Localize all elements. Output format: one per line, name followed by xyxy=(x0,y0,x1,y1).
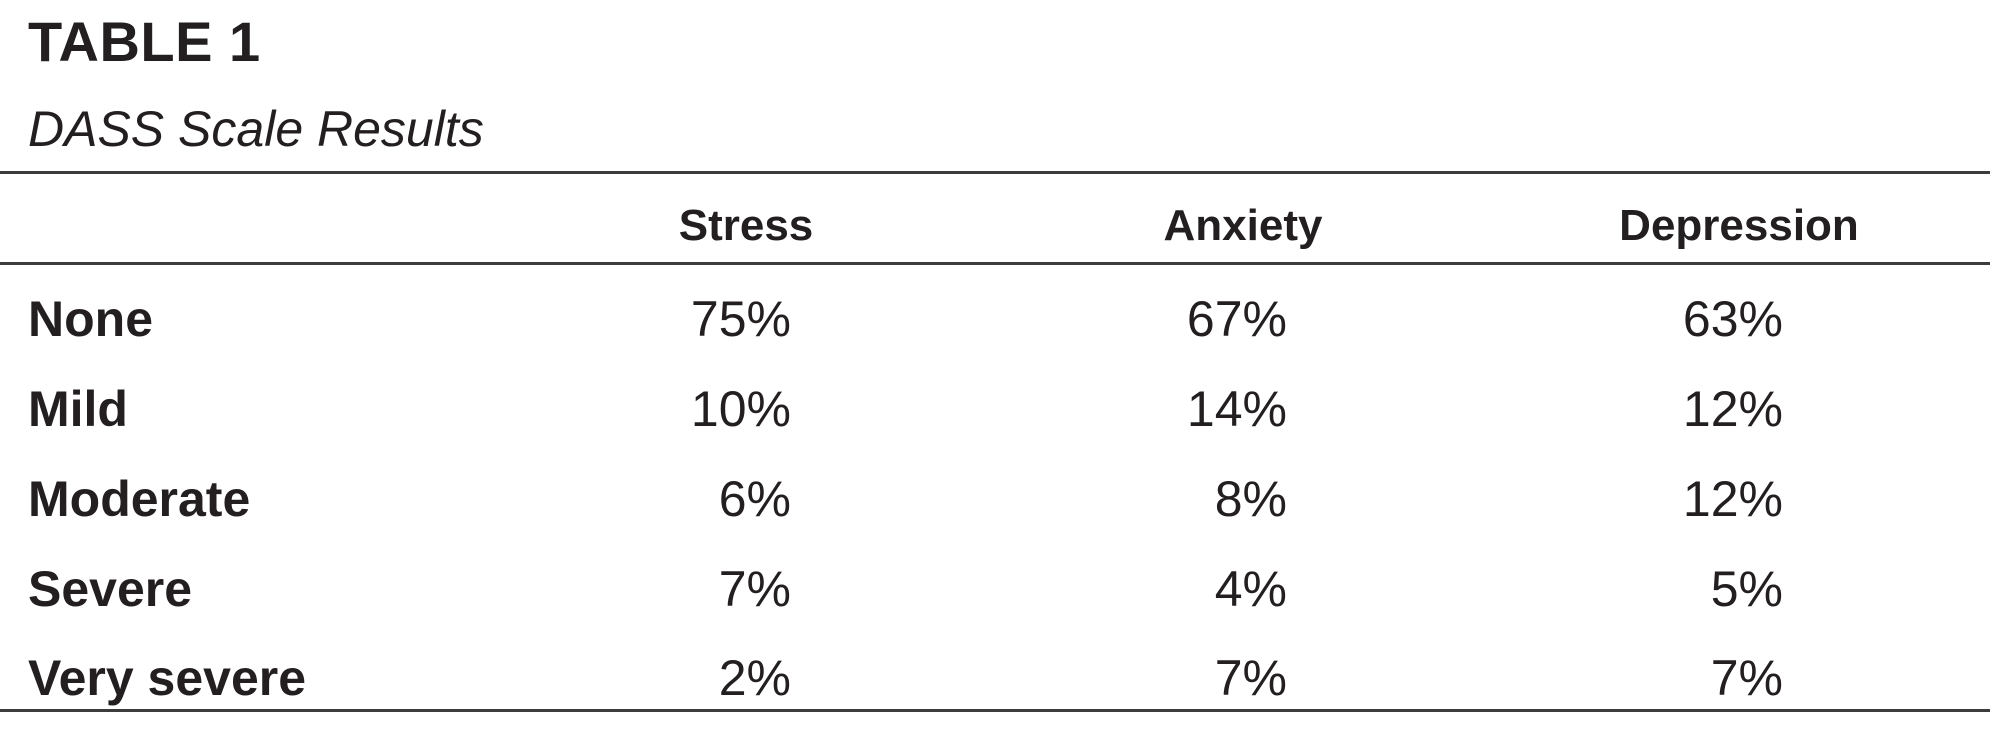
column-header-depression: Depression xyxy=(1619,201,1859,250)
table-number: TABLE 1 xyxy=(28,10,261,73)
header-rule xyxy=(0,262,1990,265)
cell-stress: 6% xyxy=(718,471,791,527)
cell-depression: 12% xyxy=(1682,381,1783,437)
cell-anxiety: 14% xyxy=(1186,381,1287,437)
column-header-stress: Stress xyxy=(678,201,814,250)
row-label: Moderate xyxy=(28,471,251,527)
cell-anxiety: 67% xyxy=(1186,291,1287,347)
row-label: Mild xyxy=(28,381,128,437)
cell-anxiety: 8% xyxy=(1214,471,1287,527)
cell-stress: 7% xyxy=(718,561,791,617)
top-rule xyxy=(0,171,1990,174)
row-label: Severe xyxy=(28,561,193,617)
cell-anxiety: 4% xyxy=(1214,561,1287,617)
cell-depression: 7% xyxy=(1710,650,1783,706)
cell-depression: 5% xyxy=(1710,561,1783,617)
cell-stress: 2% xyxy=(718,650,791,706)
cell-stress: 75% xyxy=(690,291,791,347)
row-label: None xyxy=(28,291,153,347)
cell-stress: 10% xyxy=(690,381,791,437)
cell-depression: 12% xyxy=(1682,471,1783,527)
column-header-anxiety: Anxiety xyxy=(1163,201,1323,250)
table-row: Moderate 6% 8% 12% xyxy=(0,474,1990,564)
table-row: Mild 10% 14% 12% xyxy=(0,384,1990,474)
table-title: DASS Scale Results xyxy=(28,101,484,157)
bottom-rule xyxy=(0,709,1990,712)
table-row: Very severe 2% 7% 7% xyxy=(0,653,1990,743)
row-label: Very severe xyxy=(28,650,307,706)
cell-anxiety: 7% xyxy=(1214,650,1287,706)
table-row: None 75% 67% 63% xyxy=(0,294,1990,384)
table-row: Severe 7% 4% 5% xyxy=(0,564,1990,654)
cell-depression: 63% xyxy=(1682,291,1783,347)
